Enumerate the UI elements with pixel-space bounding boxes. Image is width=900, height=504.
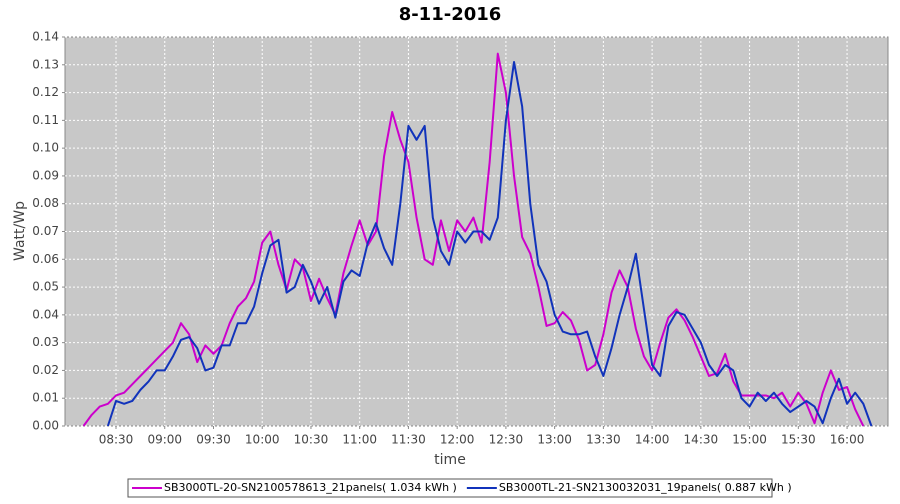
y-tick-label: 0.00 <box>32 419 59 433</box>
x-tick-label: 09:00 <box>147 433 182 447</box>
series-line <box>82 52 865 427</box>
x-tick-label: 11:00 <box>342 433 377 447</box>
x-tick-label: 12:30 <box>489 433 524 447</box>
x-tick-label: 10:30 <box>294 433 329 447</box>
y-tick-label: 0.08 <box>32 196 59 210</box>
y-tick-label: 0.05 <box>32 280 59 294</box>
x-tick-label: 16:00 <box>830 433 865 447</box>
y-tick-label: 0.03 <box>32 335 59 349</box>
y-tick-label: 0.10 <box>32 141 59 155</box>
legend-label: SB3000TL-20-SN2100578613_21panels( 1.034… <box>164 481 457 494</box>
y-tick-label: 0.01 <box>32 391 59 405</box>
series-line <box>106 61 873 427</box>
x-axis-label: time <box>434 452 466 468</box>
x-tick-label: 15:00 <box>732 433 767 447</box>
y-tick-label: 0.06 <box>32 252 59 266</box>
x-tick-label: 15:30 <box>781 433 816 447</box>
y-tick-label: 0.12 <box>32 85 59 99</box>
y-tick-label: 0.04 <box>32 307 59 321</box>
legend <box>127 478 773 498</box>
x-tick-label: 12:00 <box>440 433 475 447</box>
x-tick-label: 08:30 <box>99 433 134 447</box>
x-tick-label: 09:30 <box>196 433 231 447</box>
legend-label: SB3000TL-21-SN2130032031_19panels( 0.887… <box>499 481 792 494</box>
y-tick-label: 0.09 <box>32 168 59 182</box>
x-tick-label: 14:30 <box>684 433 719 447</box>
y-tick-label: 0.13 <box>32 57 59 71</box>
y-tick-label: 0.02 <box>32 363 59 377</box>
y-axis-label: Watt/Wp <box>12 201 28 261</box>
x-tick-label: 14:00 <box>635 433 670 447</box>
y-tick-label: 0.07 <box>32 224 59 238</box>
x-tick-label: 13:00 <box>537 433 572 447</box>
x-tick-label: 10:00 <box>245 433 280 447</box>
x-tick-label: 11:30 <box>391 433 426 447</box>
y-tick-label: 0.11 <box>32 113 59 127</box>
x-tick-label: 13:30 <box>586 433 621 447</box>
y-tick-label: 0.14 <box>32 30 59 44</box>
chart-title: 8-11-2016 <box>399 4 502 25</box>
